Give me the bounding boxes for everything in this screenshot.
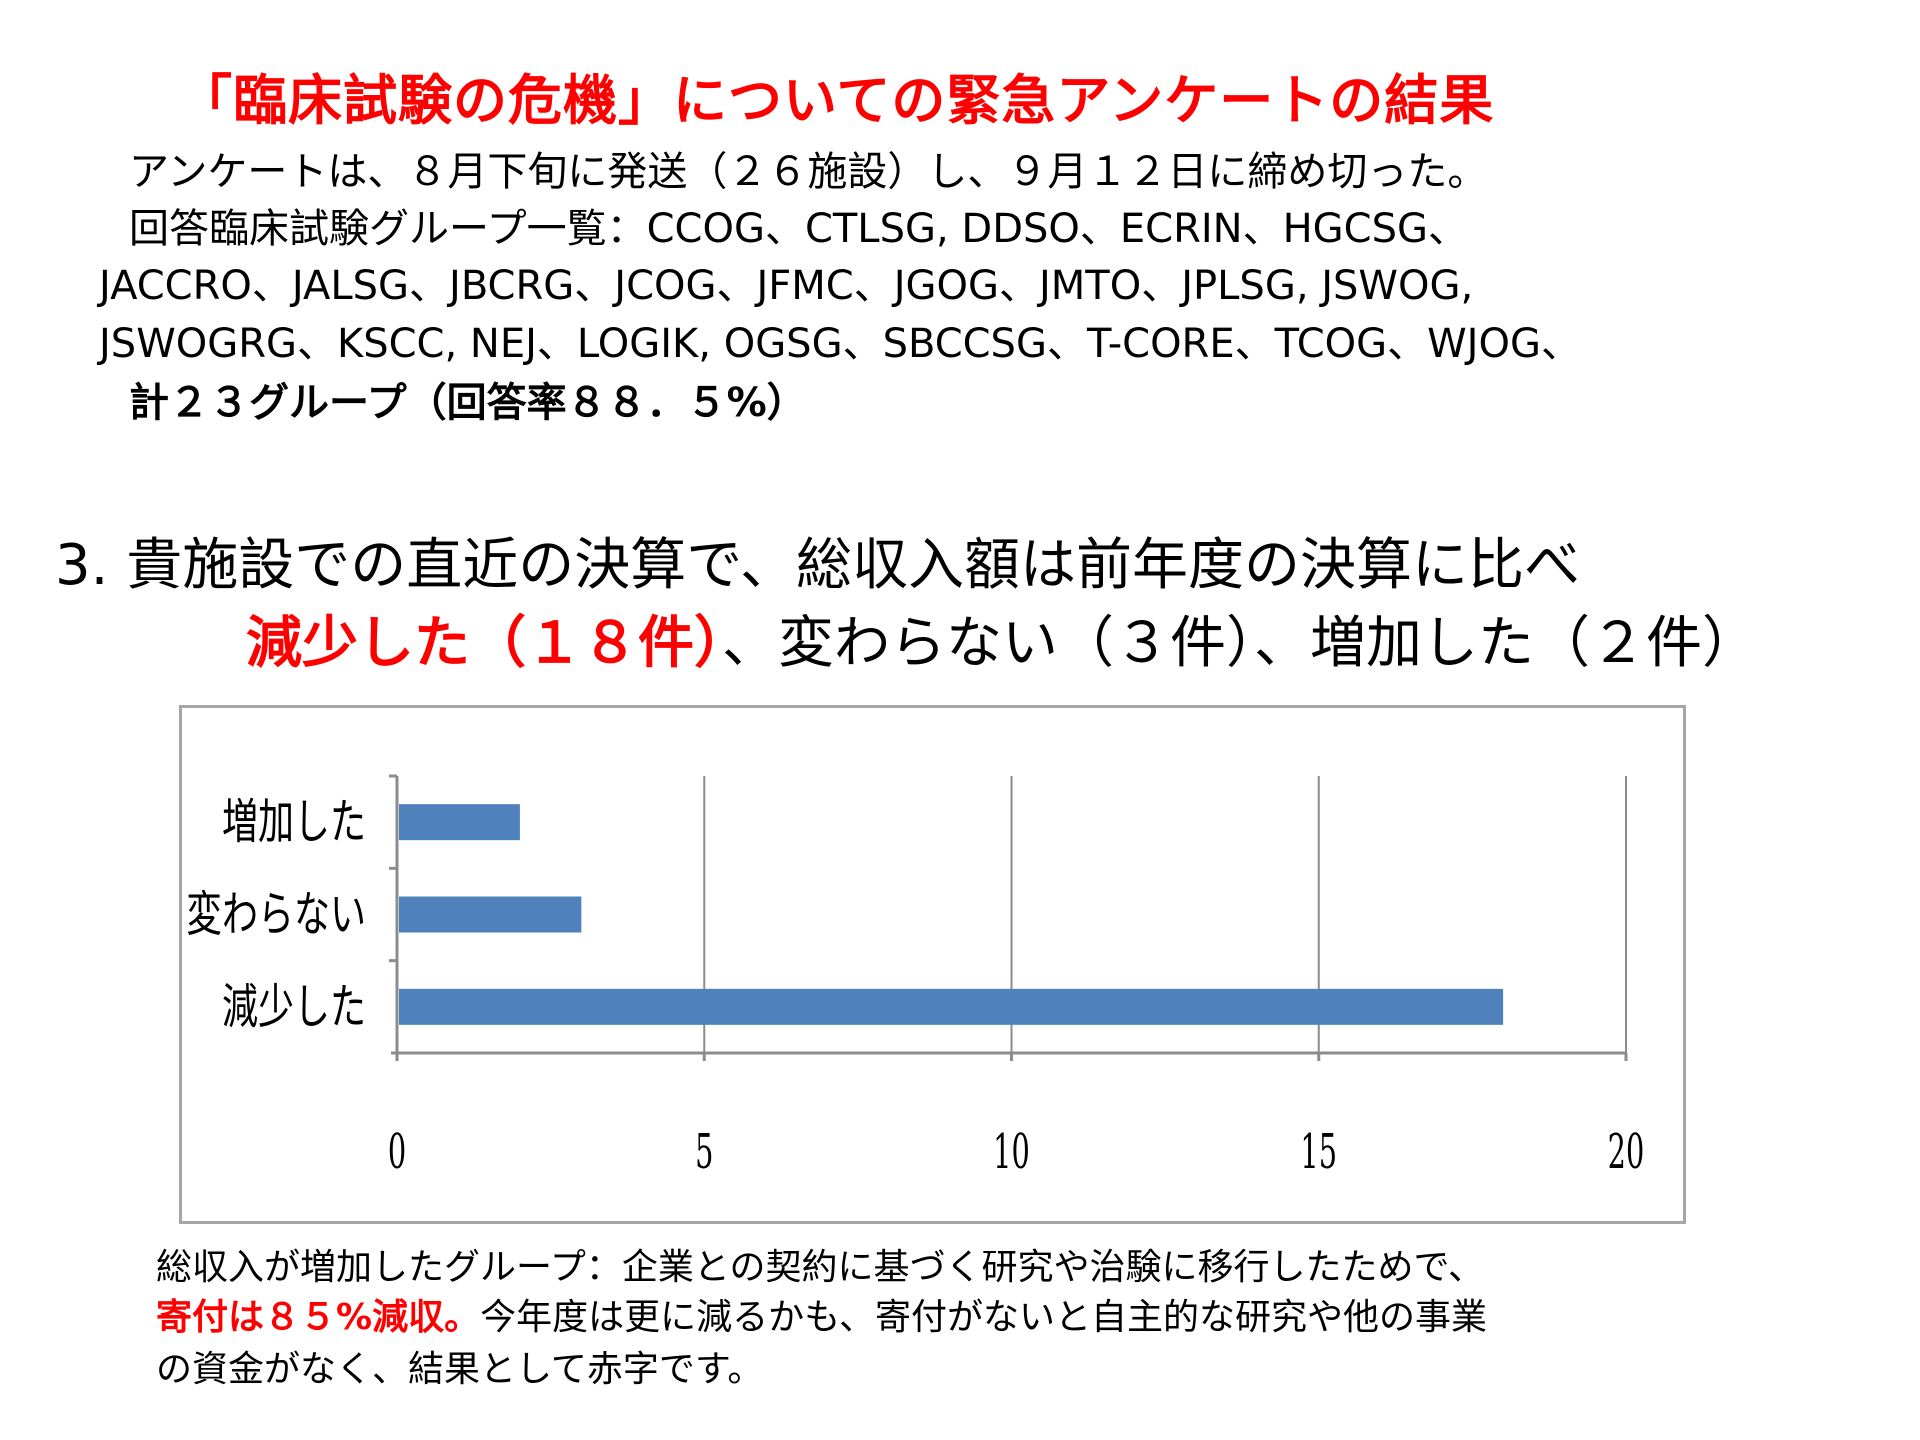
bar-減少した (399, 988, 1504, 1025)
category-label: 減少した (222, 980, 366, 1035)
slide-title: 「臨床試験の危機」についての緊急アンケートの結果 (178, 69, 1495, 132)
note-line-3: の資金がなく、結果として赤字です。 (156, 1349, 764, 1390)
intro-line-5: 計２３グループ（回答率８８．５%） (129, 380, 807, 426)
category-label: 増加した (222, 795, 366, 850)
intro-line-4: JSWOGRG、KSCC, NEJ、LOGIK, OGSG、SBCCSG、T-C… (99, 321, 1581, 367)
x-tick-label: 15 (1300, 1124, 1337, 1180)
question-rest: 、変わらない（３件）、増加した（２件） (722, 611, 1758, 676)
question-line-1: 3. 貴施設での直近の決算で、総収入額は前年度の決算に比べ (55, 533, 1580, 598)
note-rest: 今年度は更に減るかも、寄付がないと自主的な研究や他の事業 (480, 1297, 1487, 1338)
x-tick-label: 5 (695, 1124, 713, 1180)
chart-frame (179, 705, 1686, 1224)
note-line-2: 寄付は８５%減収。今年度は更に減るかも、寄付がないと自主的な研究や他の事業 (156, 1288, 1487, 1340)
x-tick-label: 0 (388, 1124, 406, 1180)
intro-line-2: 回答臨床試験グループ一覧：CCOG、CTLSG, DDSO、ECRIN、HGCS… (129, 206, 1468, 252)
x-tick-label: 20 (1608, 1124, 1645, 1180)
question-highlight: 減少した（１８件） (246, 611, 722, 676)
x-tick-label: 10 (993, 1124, 1030, 1180)
note-highlight: 寄付は８５%減収。 (156, 1297, 481, 1338)
intro-line-1: アンケートは、８月下旬に発送（２６施設）し、９月１２日に締め切った。 (129, 149, 1488, 195)
intro-line-3: JACCRO、JALSG、JBCRG、JCOG、JFMC、JGOG、JMTO、J… (99, 263, 1474, 309)
category-label: 変わらない (186, 888, 366, 943)
bar-増加した (399, 804, 520, 841)
note-line-1: 総収入が増加したグループ：企業との契約に基づく研究や治験に移行したためで、 (156, 1247, 1485, 1288)
question-line-2: 減少した（１８件）、変わらない（３件）、増加した（２件） (246, 598, 1758, 679)
bar-変わらない (399, 896, 582, 933)
